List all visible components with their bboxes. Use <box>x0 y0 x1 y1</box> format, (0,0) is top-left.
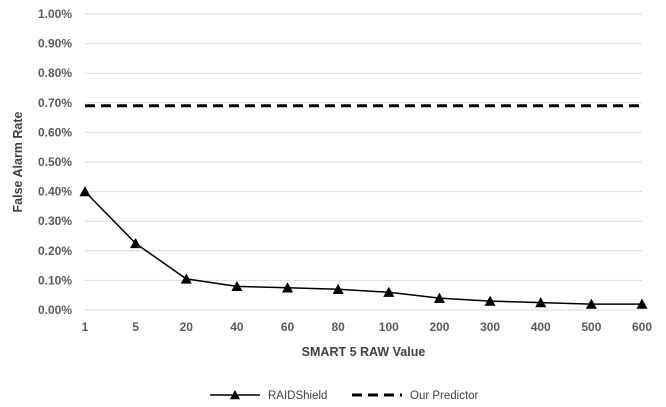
legend-label: Our Predictor <box>410 390 479 402</box>
y-tick-label: 0.60% <box>38 125 72 139</box>
x-tick-label: 100 <box>379 320 399 334</box>
data-point <box>585 298 597 309</box>
x-tick-label: 200 <box>429 320 449 334</box>
y-tick-label: 0.10% <box>38 273 72 287</box>
y-tick-label: 0.20% <box>38 244 72 258</box>
x-tick-label: 5 <box>132 320 139 334</box>
y-tick-label: 0.00% <box>38 303 72 317</box>
data-point <box>130 237 142 249</box>
y-tick-label: 0.50% <box>38 155 72 169</box>
x-tick-label: 500 <box>581 320 601 334</box>
x-tick-label: 400 <box>531 320 551 334</box>
x-tick-label: 40 <box>230 320 244 334</box>
data-point <box>180 273 192 284</box>
data-point <box>383 286 395 297</box>
data-point <box>636 298 648 309</box>
x-tick-label: 600 <box>632 320 652 334</box>
legend: RAIDShield Our Predictor <box>210 390 479 402</box>
x-axis-title: SMART 5 RAW Value <box>302 345 426 359</box>
data-point <box>535 297 547 308</box>
series-line <box>84 191 642 305</box>
y-axis-tick-labels: 0.00% 0.10% 0.20% 0.30% 0.40% 0.50% 0.60% 0.70%… <box>38 7 72 317</box>
legend-item: Our Predictor <box>352 390 479 402</box>
data-point <box>79 186 91 197</box>
data-point <box>484 295 496 306</box>
x-axis-tick-labels: 1 5 20 40 60 80 100 200 300 400 500 600 <box>82 320 653 334</box>
legend-label: RAIDShield <box>268 390 327 402</box>
x-tick-label: 20 <box>180 320 194 334</box>
series-layer <box>79 104 648 309</box>
legend-item: RAIDShield <box>210 390 327 402</box>
data-point <box>282 282 294 293</box>
gridlines <box>85 13 642 311</box>
series-raidshield <box>79 186 648 309</box>
y-axis-title: False Alarm Rate <box>11 111 25 212</box>
y-tick-label: 0.30% <box>38 214 72 228</box>
data-point <box>433 292 445 303</box>
x-tick-label: 300 <box>480 320 500 334</box>
y-tick-label: 0.90% <box>38 37 72 51</box>
data-point <box>332 283 344 294</box>
legend-marker <box>230 390 240 400</box>
x-tick-label: 80 <box>332 320 346 334</box>
x-tick-label: 60 <box>281 320 295 334</box>
y-tick-label: 0.40% <box>38 185 72 199</box>
y-tick-label: 1.00% <box>38 7 72 21</box>
y-tick-label: 0.70% <box>38 96 72 110</box>
data-point <box>231 280 243 291</box>
x-tick-label: 1 <box>82 320 89 334</box>
y-tick-label: 0.80% <box>38 66 72 80</box>
